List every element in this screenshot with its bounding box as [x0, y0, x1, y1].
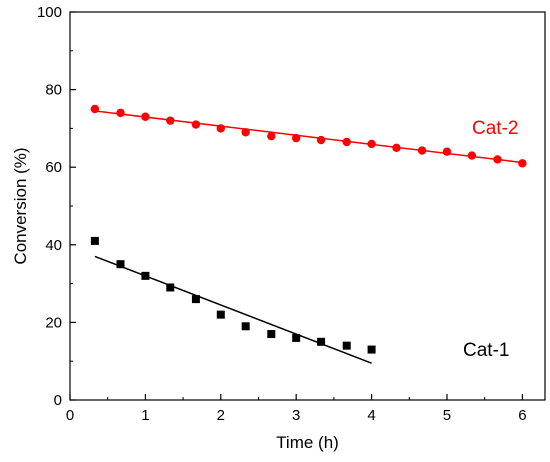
- data-point-cat-2: [267, 131, 276, 141]
- data-point-cat-1: [216, 310, 225, 319]
- x-tick-label: 4: [367, 407, 375, 424]
- fit-line-cat-1: [94, 255, 372, 364]
- data-point-cat-2: [166, 116, 175, 125]
- data-point-cat-2: [493, 155, 502, 164]
- data-point-cat-2: [291, 133, 301, 143]
- x-tick-label: 6: [518, 407, 526, 424]
- fit-line-cat-2: [94, 110, 523, 164]
- data-point-cat-1: [191, 295, 200, 304]
- data-point-cat-1: [342, 341, 351, 350]
- labels: Time (h) Conversion (%) Cat-2 Cat-1: [11, 118, 518, 452]
- x-tick-label: 2: [217, 407, 225, 424]
- x-axis-title: Time (h): [276, 433, 339, 452]
- y-tick-label: 0: [54, 392, 62, 409]
- data-point-cat-2: [342, 137, 351, 147]
- data-point-cat-1: [141, 271, 150, 280]
- y-axis-title: Conversion (%): [11, 147, 30, 264]
- y-tick-label: 100: [37, 4, 62, 21]
- data-point-cat-2: [241, 128, 250, 137]
- series-label-cat-1: Cat-1: [463, 340, 509, 361]
- data-point-cat-1: [267, 330, 276, 339]
- data-point-cat-1: [367, 345, 376, 354]
- data-point-cat-2: [467, 151, 477, 160]
- y-tick-label: 20: [45, 314, 62, 331]
- data-point-cat-2: [442, 147, 452, 156]
- data-point-cat-1: [241, 322, 250, 331]
- data-point-cat-2: [191, 120, 201, 129]
- y-tick-label: 60: [45, 159, 62, 176]
- data-point-cat-2: [367, 139, 376, 149]
- fit-lines: [94, 110, 523, 364]
- data-markers: [90, 104, 527, 354]
- data-point-cat-1: [90, 236, 99, 245]
- data-point-cat-1: [116, 260, 125, 269]
- data-point-cat-1: [166, 283, 175, 292]
- x-tick-label: 0: [66, 407, 74, 424]
- y-tick-label: 80: [45, 82, 62, 99]
- data-point-cat-1: [317, 337, 326, 346]
- series-label-cat-2: Cat-2: [472, 118, 518, 139]
- x-tick-label: 5: [443, 407, 451, 424]
- data-point-cat-1: [292, 333, 301, 342]
- data-point-cat-2: [141, 112, 150, 121]
- data-point-cat-2: [392, 143, 401, 152]
- data-point-cat-2: [216, 124, 225, 133]
- data-point-cat-2: [116, 108, 125, 118]
- y-tick-label: 40: [45, 237, 62, 254]
- x-tick-label: 3: [292, 407, 300, 424]
- data-point-cat-2: [90, 104, 100, 114]
- x-tick-label: 1: [141, 407, 149, 424]
- data-point-cat-2: [518, 159, 527, 168]
- data-point-cat-2: [316, 135, 326, 145]
- data-point-cat-2: [417, 146, 427, 155]
